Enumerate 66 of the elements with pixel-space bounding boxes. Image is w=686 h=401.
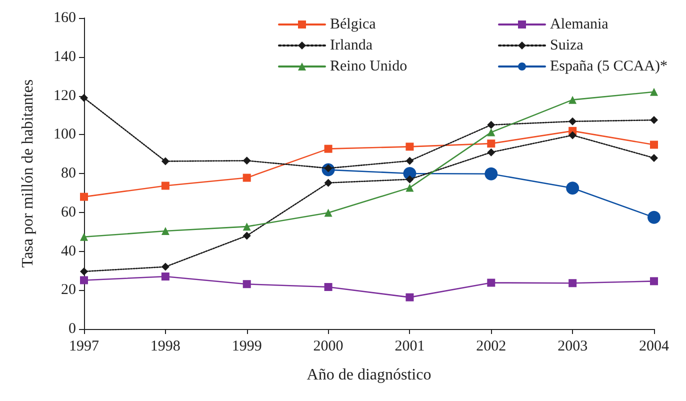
point [406, 184, 414, 192]
point [161, 262, 170, 271]
point [406, 175, 414, 184]
legend-label: Irlanda [330, 38, 373, 54]
x-tick-label: 1998 [150, 338, 180, 354]
y-axis-title: Tasa por millón de habitantes [20, 79, 36, 268]
point [650, 88, 658, 96]
point [324, 178, 332, 187]
y-tick-label: 80 [61, 166, 76, 182]
point [242, 222, 251, 231]
x-tick-label: 1997 [69, 338, 100, 354]
y-tick-label: 20 [61, 282, 76, 298]
point [648, 210, 660, 224]
point [242, 156, 251, 165]
point [650, 116, 658, 124]
y-tick-label: 120 [54, 88, 76, 104]
y-tick-label: 0 [68, 321, 76, 337]
point [324, 208, 332, 217]
point [650, 154, 658, 162]
x-axis-title: Año de diagnóstico [306, 366, 432, 384]
legend-label: Bélgica [330, 16, 376, 32]
y-tick-label: 160 [54, 10, 76, 26]
legend-label: Suiza [550, 38, 584, 54]
point [242, 280, 251, 288]
x-tick-label: 2004 [639, 338, 670, 354]
point [242, 174, 251, 182]
point [487, 128, 496, 136]
y-tick-label: 100 [54, 126, 76, 143]
point [80, 276, 88, 284]
point [161, 182, 170, 190]
y-tick-label: 140 [54, 48, 76, 65]
y-tick-label: 40 [61, 243, 76, 260]
x-tick-label: 2002 [476, 338, 506, 354]
x-tick-label: 2000 [313, 338, 344, 354]
point [161, 272, 170, 281]
point [487, 120, 496, 129]
point [487, 148, 496, 156]
point [566, 182, 580, 195]
point [80, 192, 88, 201]
point [406, 156, 414, 165]
y-tick-label: 60 [61, 204, 76, 220]
point [80, 94, 88, 102]
point [406, 142, 414, 151]
point [650, 140, 658, 149]
point [80, 232, 88, 241]
point [650, 277, 658, 286]
point [324, 144, 332, 153]
point [484, 167, 498, 180]
x-tick-label: 2001 [394, 338, 425, 354]
point [161, 227, 170, 236]
legend-label: España (5 CCAA)* [550, 58, 668, 74]
point [80, 267, 88, 276]
point [487, 140, 496, 148]
point [568, 117, 577, 126]
legend-label: Reino Unido [330, 58, 408, 74]
point [568, 131, 577, 140]
point [161, 157, 170, 166]
point [242, 232, 251, 240]
point [324, 283, 332, 292]
x-tick-label: 2003 [558, 338, 588, 354]
legend-label: Alemania [550, 16, 609, 32]
x-tick-label: 1999 [232, 338, 262, 354]
point [568, 279, 577, 288]
point [487, 278, 496, 287]
point [568, 96, 577, 104]
point [406, 293, 414, 302]
